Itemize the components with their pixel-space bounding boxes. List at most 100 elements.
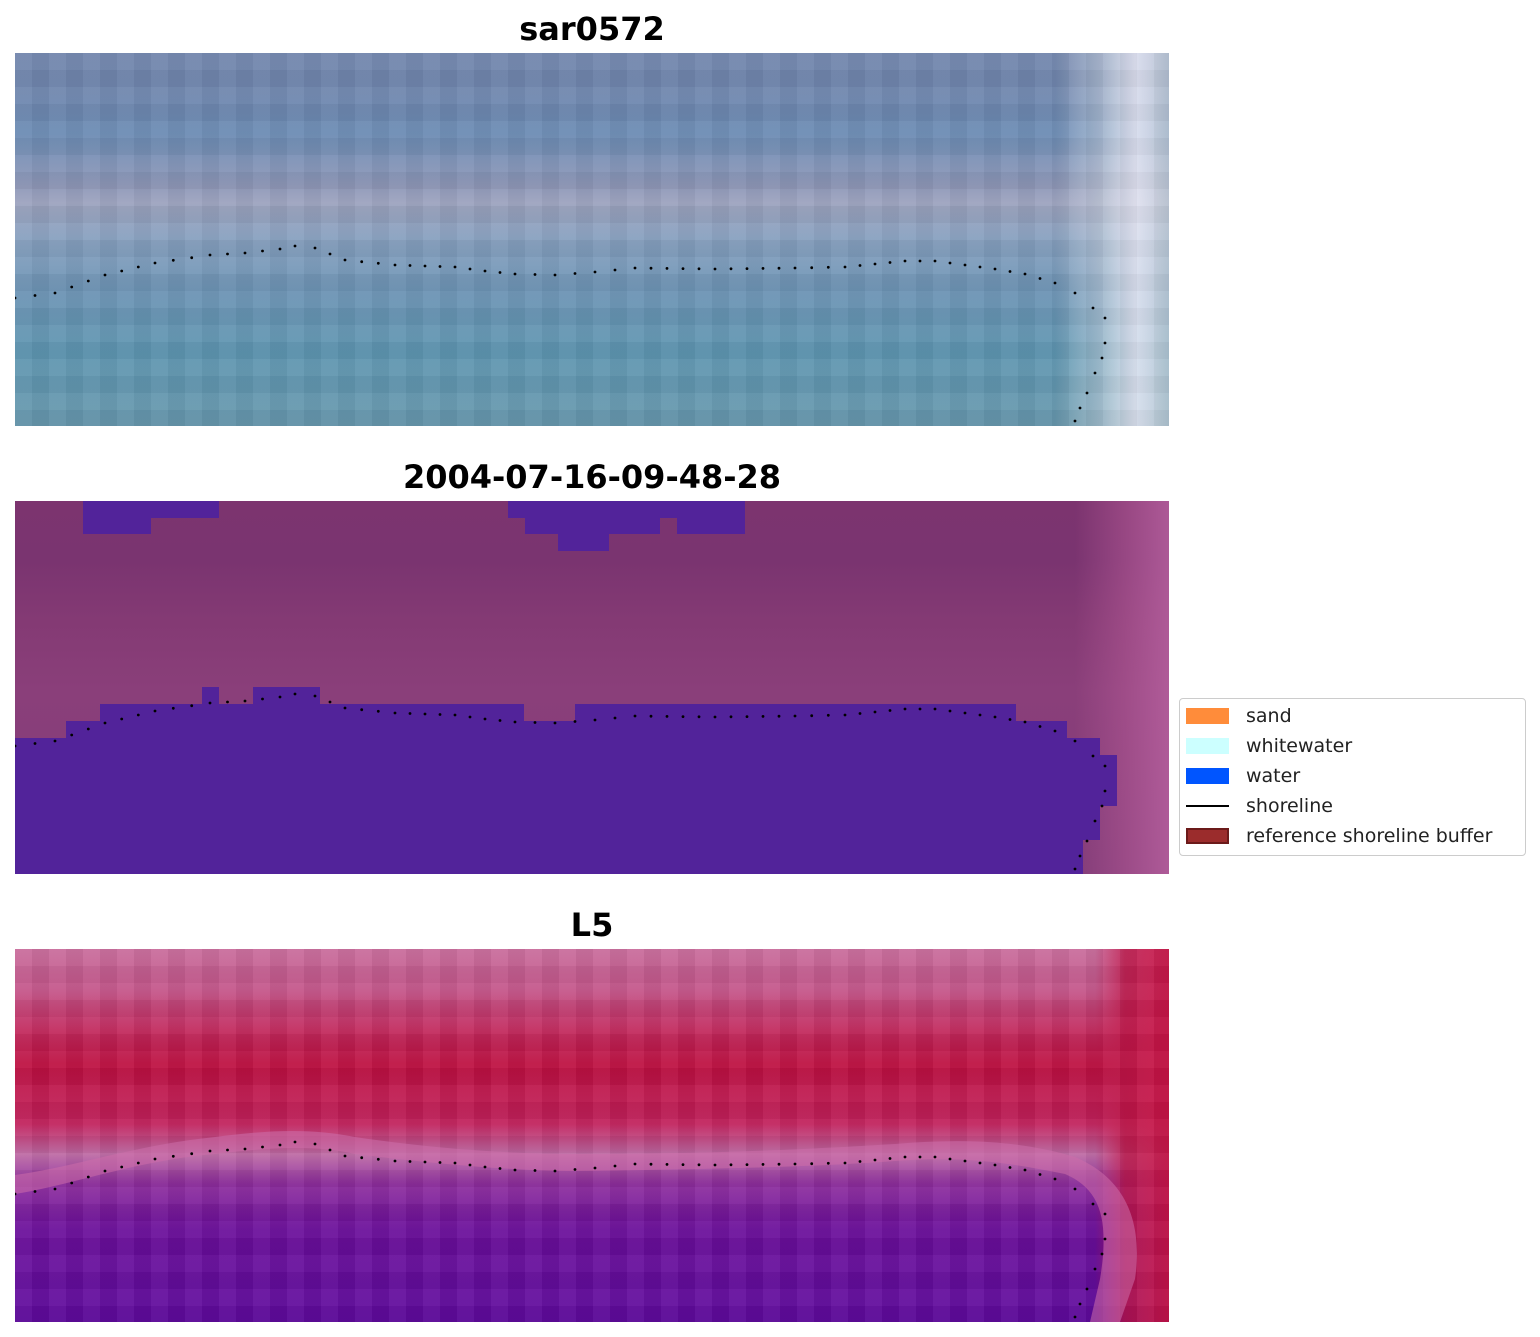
shoreline-dot bbox=[681, 715, 685, 718]
shoreline-dot bbox=[553, 1169, 557, 1173]
shoreline-dot bbox=[1093, 1267, 1097, 1271]
shoreline-dot bbox=[633, 714, 637, 718]
shoreline-dot bbox=[468, 715, 472, 719]
legend-swatch-whitewater bbox=[1186, 738, 1229, 754]
shoreline-dot bbox=[498, 271, 502, 274]
shoreline-dot bbox=[1073, 739, 1077, 743]
shoreline-dot bbox=[978, 1161, 982, 1165]
shoreline-dot bbox=[697, 1163, 701, 1167]
legend-label: whitewater bbox=[1246, 735, 1353, 757]
legend-line-shoreline bbox=[1186, 805, 1229, 807]
shoreline-dot bbox=[745, 715, 749, 718]
shoreline-dot bbox=[1093, 819, 1097, 823]
shoreline-dot bbox=[393, 711, 397, 715]
shoreline-dot bbox=[697, 267, 701, 271]
shoreline-dot bbox=[993, 267, 997, 271]
shoreline-dot bbox=[70, 1181, 74, 1185]
shoreline-dot bbox=[933, 1155, 937, 1159]
shoreline-dot bbox=[136, 713, 140, 717]
shoreline-dot bbox=[888, 261, 892, 264]
shoreline-dot bbox=[293, 692, 297, 696]
shoreline-dot bbox=[665, 267, 669, 270]
panel-title-3: L5 bbox=[570, 906, 614, 944]
shoreline-dot bbox=[53, 291, 57, 295]
shoreline-dot bbox=[208, 701, 212, 705]
shoreline-dot bbox=[573, 720, 577, 723]
shoreline-dot bbox=[1100, 356, 1104, 360]
shoreline-dot bbox=[33, 1190, 37, 1193]
shoreline-dot bbox=[713, 267, 717, 271]
shoreline-dot bbox=[729, 1163, 733, 1167]
legend-label: sand bbox=[1246, 705, 1292, 727]
shoreline-dot bbox=[498, 719, 502, 722]
shoreline-dot bbox=[1038, 725, 1042, 728]
shoreline-dot bbox=[843, 713, 847, 717]
legend: sand whitewater water shoreline referenc… bbox=[1179, 698, 1526, 856]
shoreline-dot bbox=[826, 1161, 830, 1165]
shoreline-dot bbox=[468, 267, 472, 271]
shoreline-dot bbox=[1085, 391, 1089, 395]
legend-swatch-reference-buffer bbox=[1186, 828, 1229, 844]
shoreline-dot bbox=[453, 713, 457, 717]
shoreline-dot bbox=[15, 296, 17, 300]
shoreline-dot bbox=[665, 1163, 669, 1166]
shoreline-dot bbox=[423, 1160, 427, 1164]
shoreline-dot bbox=[777, 1162, 781, 1166]
shoreline-dot bbox=[70, 285, 74, 289]
shoreline-dot bbox=[103, 721, 107, 725]
shoreline-dot bbox=[963, 1159, 967, 1163]
shoreline-dot bbox=[713, 715, 717, 719]
shoreline-dot bbox=[153, 1157, 157, 1161]
shoreline-dot bbox=[190, 1152, 194, 1156]
shoreline-dot bbox=[903, 1155, 907, 1159]
shoreline-dot bbox=[1073, 1187, 1077, 1191]
shoreline-dot bbox=[681, 267, 685, 270]
shoreline-dot bbox=[86, 279, 90, 283]
shoreline-dot bbox=[1103, 764, 1107, 768]
shoreline-dot bbox=[243, 251, 247, 255]
shoreline-dot bbox=[1023, 272, 1027, 276]
shoreline-dot bbox=[593, 1166, 597, 1170]
shoreline-dot bbox=[453, 1161, 457, 1165]
water-class-overlay bbox=[15, 501, 1117, 874]
shoreline-dot bbox=[120, 269, 124, 273]
shoreline-dot bbox=[1085, 839, 1089, 843]
shoreline-dot bbox=[1078, 406, 1082, 410]
shoreline-dot bbox=[810, 1162, 814, 1166]
shoreline-dot bbox=[777, 714, 781, 718]
shoreline-dot bbox=[328, 700, 332, 704]
rgb-image-panel bbox=[15, 53, 1169, 426]
shoreline-dot bbox=[761, 715, 765, 718]
panel-title-2: 2004-07-16-09-48-28 bbox=[402, 458, 782, 496]
shoreline-dot bbox=[793, 1162, 797, 1166]
shoreline-dot bbox=[793, 714, 797, 718]
shoreline-dot bbox=[573, 272, 577, 275]
shoreline-dot bbox=[761, 267, 765, 270]
shoreline-dot bbox=[963, 263, 967, 267]
shoreline-dot bbox=[438, 713, 442, 716]
shoreline-dot bbox=[745, 1163, 749, 1166]
legend-item-water: water bbox=[1186, 765, 1300, 787]
shoreline-dot bbox=[1053, 1177, 1057, 1181]
shoreline-dot bbox=[1091, 754, 1095, 758]
shoreline-dot bbox=[226, 1148, 229, 1152]
legend-item-shoreline: shoreline bbox=[1186, 795, 1333, 817]
shoreline-dot bbox=[483, 1165, 487, 1169]
shoreline-dot bbox=[649, 714, 653, 718]
shoreline-dot bbox=[681, 1163, 685, 1166]
shoreline-dot bbox=[33, 294, 37, 297]
shoreline-dot bbox=[888, 709, 892, 712]
shoreline-dot bbox=[1023, 1168, 1027, 1172]
shoreline-dot bbox=[261, 1145, 264, 1149]
shoreline-dot bbox=[1091, 1202, 1095, 1206]
shoreline-dot bbox=[761, 1163, 765, 1166]
shoreline-dot bbox=[873, 262, 877, 266]
shoreline-dot bbox=[190, 704, 194, 708]
shoreline-dot bbox=[948, 261, 952, 265]
shoreline-dot bbox=[261, 697, 264, 701]
shoreline-dot bbox=[1103, 316, 1107, 320]
shoreline-dot bbox=[423, 712, 427, 716]
shoreline-dot bbox=[1085, 1287, 1089, 1291]
classified-image-panel bbox=[15, 501, 1169, 874]
shoreline-dot bbox=[1023, 720, 1027, 724]
